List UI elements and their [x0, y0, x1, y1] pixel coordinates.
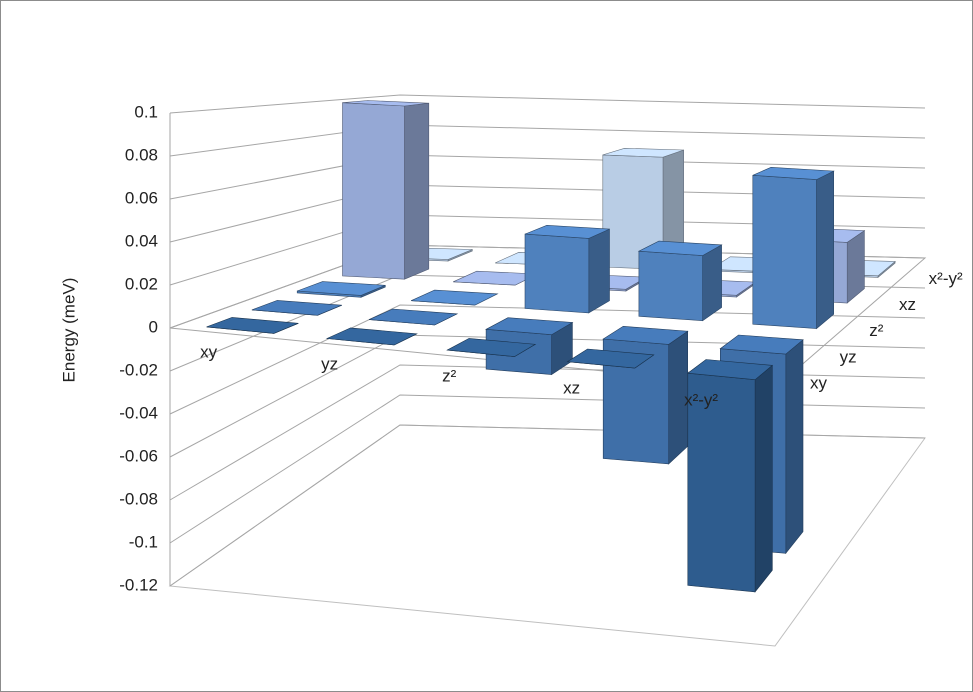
series-label: yz [840, 347, 857, 366]
x-tick-label: xz [563, 379, 580, 398]
bar-top [485, 317, 574, 336]
grid-line [169, 304, 926, 415]
bar [637, 240, 723, 322]
bar [251, 300, 342, 316]
series-label: xz [899, 295, 916, 314]
bar [296, 281, 386, 298]
bar [325, 327, 418, 346]
bar [687, 359, 774, 593]
x-tick-label: xy [200, 343, 218, 362]
bar-side [404, 102, 430, 280]
bar-top [325, 327, 418, 346]
bar-top [752, 166, 835, 180]
y-tick-label: -0.06 [119, 446, 158, 465]
bar-front [524, 233, 590, 314]
bar-top [410, 289, 499, 306]
bar-top [368, 308, 459, 326]
y-tick-label: -0.08 [119, 489, 158, 508]
y-tick-label: 0.02 [125, 274, 158, 293]
bar [602, 325, 689, 465]
bar-top [446, 338, 537, 357]
y-tick-label: 0 [149, 317, 158, 336]
bar [602, 147, 685, 270]
bar [410, 289, 499, 306]
bar [752, 166, 835, 330]
bar-top [297, 281, 386, 296]
y-tick-label: -0.1 [129, 532, 158, 551]
bar [342, 100, 430, 280]
bar-top [602, 325, 689, 345]
bar [566, 348, 655, 369]
y-tick-label: 0.04 [125, 231, 158, 250]
bar [368, 308, 459, 326]
bar-top [719, 334, 804, 355]
x-tick-label: z² [442, 367, 457, 386]
bar-front [752, 174, 817, 329]
bar-side [785, 339, 804, 555]
bar-top [566, 348, 655, 369]
bar-side [588, 228, 610, 314]
y-tick-label: -0.02 [119, 360, 158, 379]
bar-top [342, 100, 429, 107]
bar-top [637, 240, 723, 256]
x-tick-label: yz [321, 355, 338, 374]
series-label: x²-y² [929, 269, 963, 288]
bar-side [754, 364, 773, 593]
series-label: xy [810, 374, 828, 393]
y-tick-label: -0.12 [119, 575, 158, 594]
y-tick-label: 0.1 [134, 102, 158, 121]
bar-side [702, 244, 722, 322]
bar-top [206, 317, 299, 334]
x-tick-label: x²-y² [684, 391, 718, 410]
y-tick-label: 0.06 [125, 188, 158, 207]
bar-top [687, 359, 774, 381]
bar-top [524, 224, 610, 239]
bar-front [342, 102, 405, 280]
y-axis-title: Energy (meV) [59, 278, 78, 383]
series-label: z² [869, 321, 884, 340]
bar [524, 224, 610, 314]
bar [446, 338, 537, 357]
grid-line [169, 94, 926, 114]
zero-plane [169, 244, 927, 389]
bar-front [638, 250, 703, 322]
y-tick-label: 0.08 [125, 145, 158, 164]
bar [206, 317, 299, 334]
y-tick-label: -0.04 [119, 403, 158, 422]
bar-top [251, 300, 342, 316]
bar-top [602, 147, 684, 158]
bar-side [816, 170, 835, 330]
